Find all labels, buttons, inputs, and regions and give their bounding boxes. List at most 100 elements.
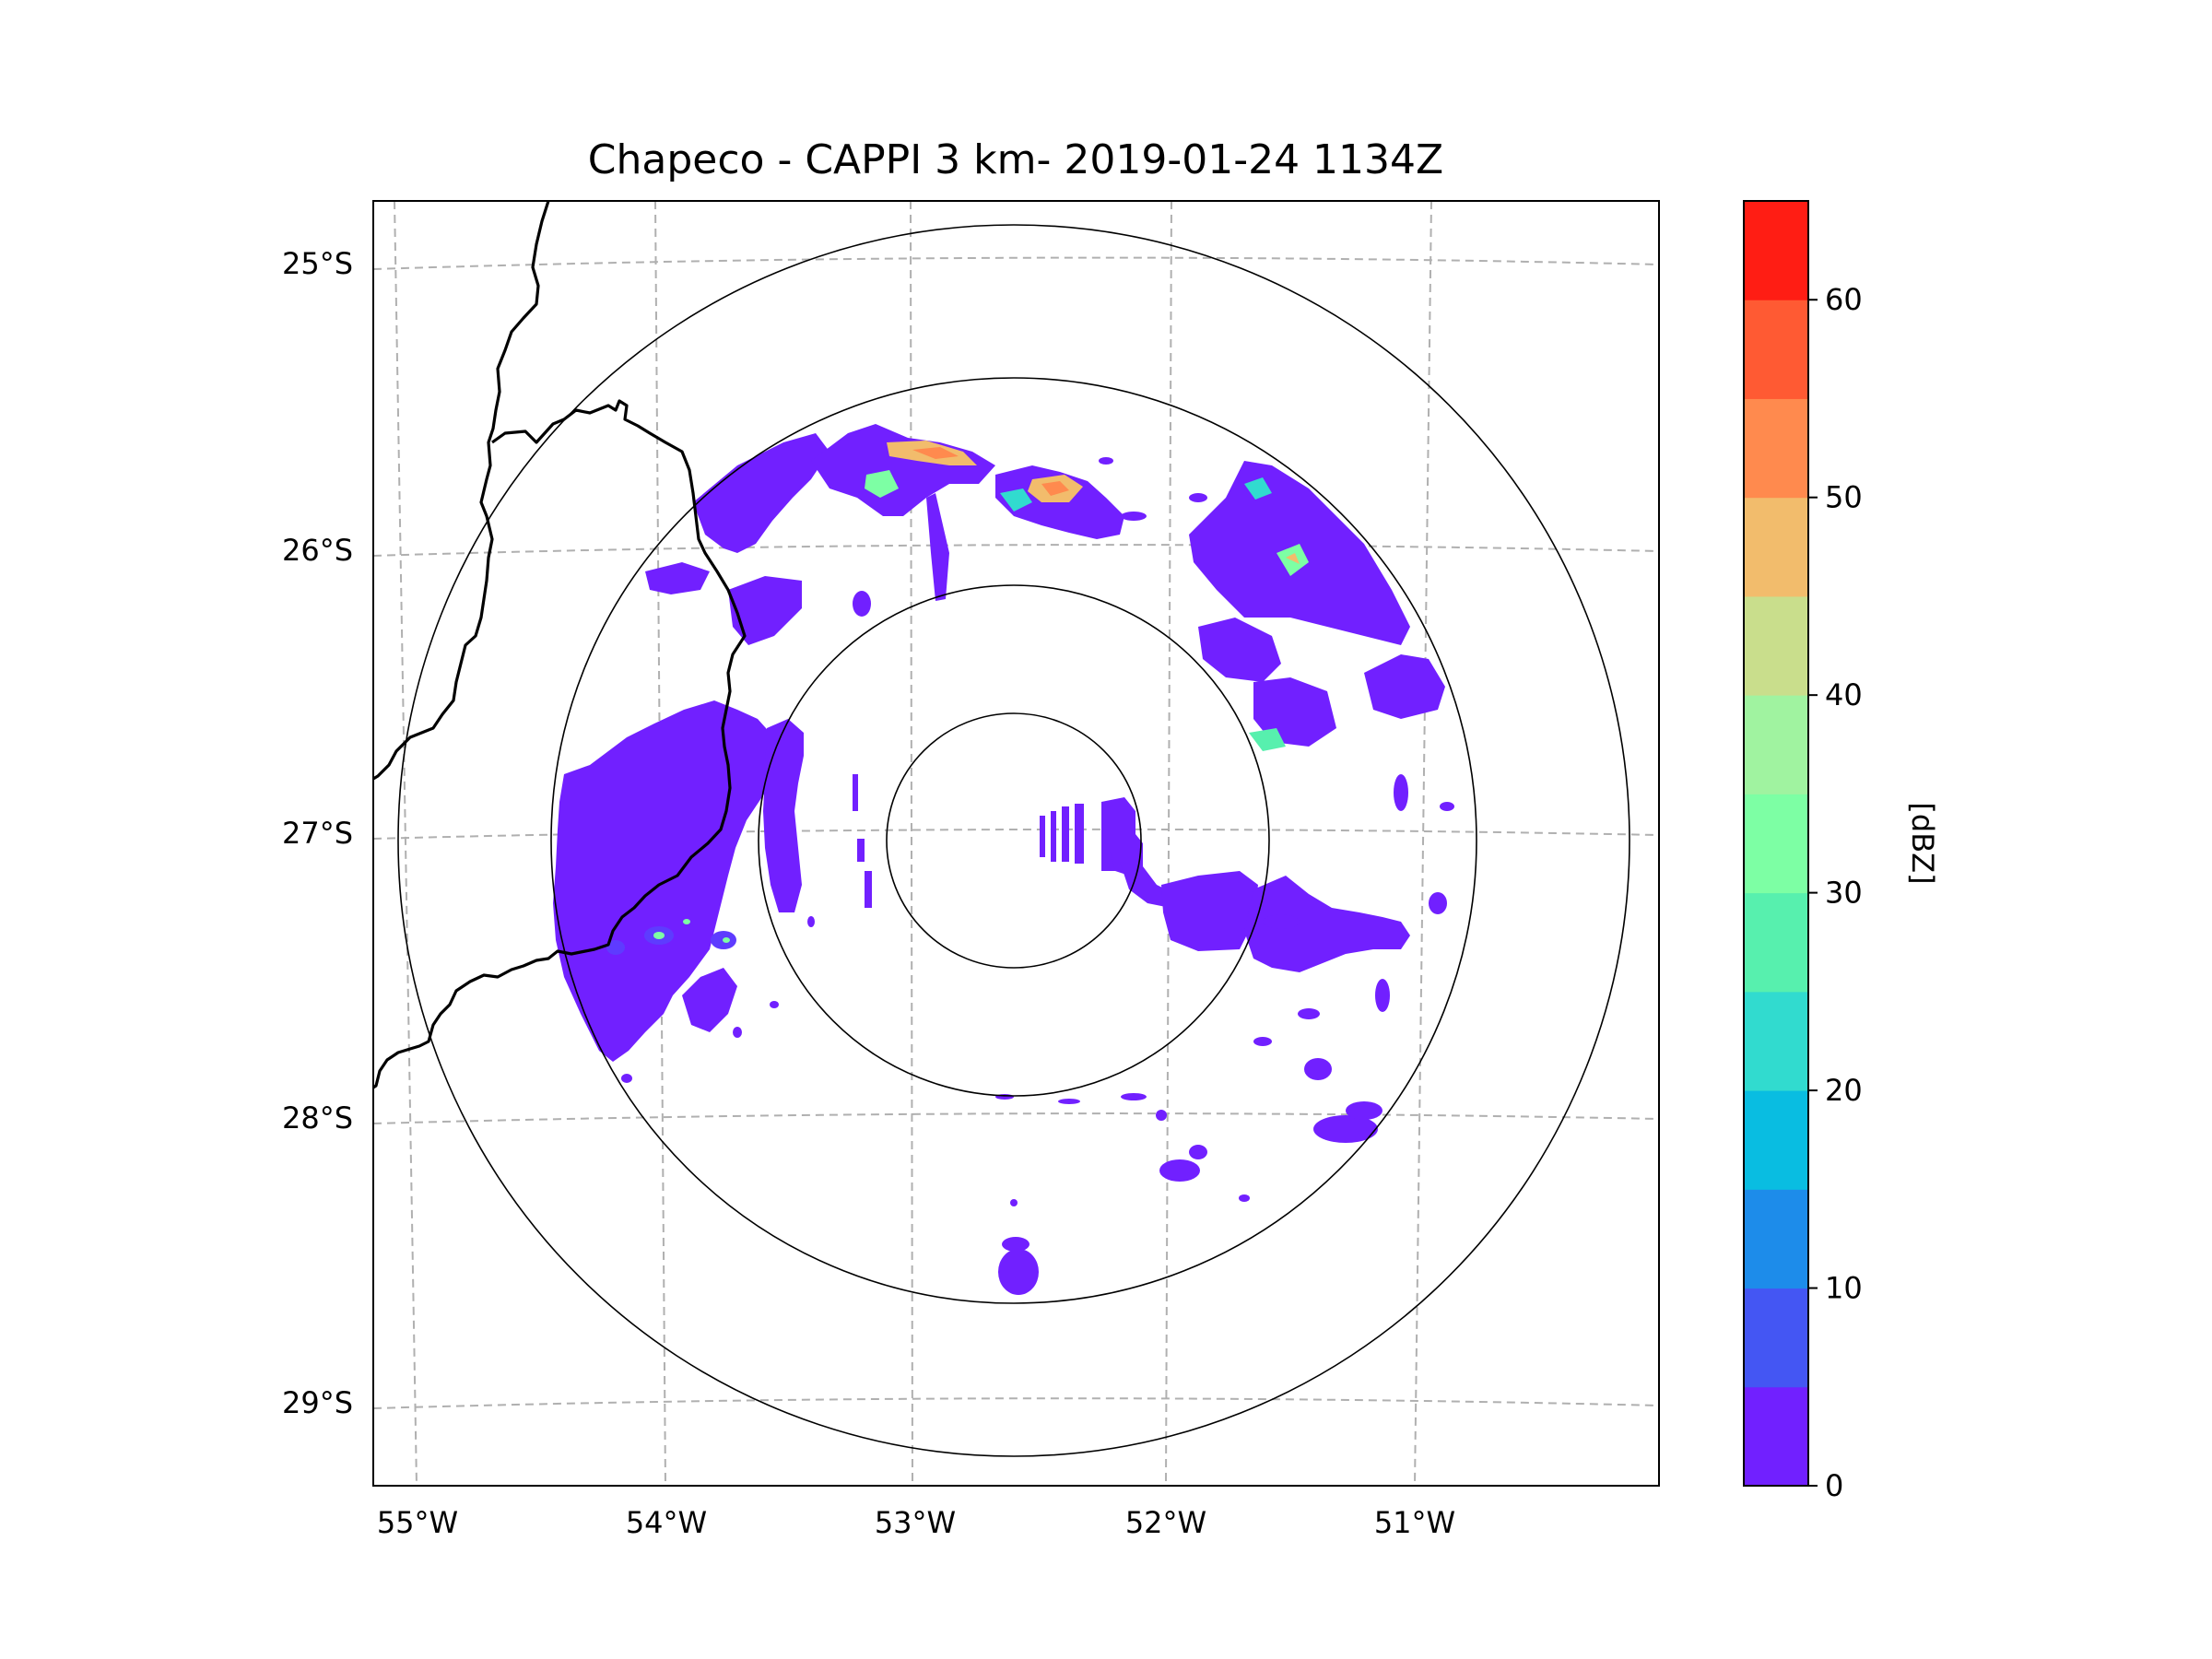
colorbar-tick-label: 20 bbox=[1825, 1073, 1863, 1108]
echo-scatter-5 bbox=[1313, 1115, 1378, 1143]
colorbar-segment bbox=[1744, 595, 1808, 696]
echo-west-strong-1 bbox=[653, 932, 665, 939]
border-argentina-paraguay bbox=[373, 201, 550, 781]
colorbar-tick-label: 40 bbox=[1825, 677, 1863, 712]
echo-scatter-26 bbox=[1189, 493, 1207, 502]
gridline-lat-28 bbox=[373, 1112, 1659, 1124]
gridline-lon-53 bbox=[910, 201, 913, 1486]
map-panel: 55°W 54°W 53°W 52°W 51°W 25°S 26°S 27°S … bbox=[282, 200, 1660, 1540]
echo-scatter-24 bbox=[1099, 457, 1113, 465]
echo-scatter-2 bbox=[1002, 1237, 1030, 1252]
colorbar-segment bbox=[1744, 497, 1808, 597]
colorbar-segment bbox=[1744, 892, 1808, 993]
borders bbox=[373, 201, 747, 1089]
echo-scatter-15 bbox=[1058, 1099, 1080, 1104]
colorbar-segment bbox=[1744, 1090, 1808, 1190]
echo-scatter-6 bbox=[1346, 1101, 1382, 1120]
colorbar-segment bbox=[1744, 1189, 1808, 1289]
echo-west-cell-3 bbox=[606, 940, 625, 955]
colorbar-segment bbox=[1744, 695, 1808, 794]
echo-west-extension bbox=[682, 968, 737, 1032]
colorbar-tick-label: 0 bbox=[1825, 1468, 1843, 1503]
lat-tick-labels: 25°S 26°S 27°S 28°S 29°S bbox=[282, 246, 353, 1420]
gridline-lat-27 bbox=[373, 828, 1659, 840]
echo-scatter-20 bbox=[770, 1001, 779, 1008]
echo-scatter-13 bbox=[1253, 1037, 1272, 1046]
map-frame bbox=[372, 200, 1660, 1487]
echo-scatter-4 bbox=[1189, 1145, 1207, 1159]
colorbar-segment bbox=[1744, 794, 1808, 894]
echo-center-tail bbox=[1120, 862, 1175, 908]
echo-west-strong-cells bbox=[653, 919, 730, 943]
border-misiones bbox=[373, 399, 747, 1089]
echo-north-east-2 bbox=[1198, 618, 1281, 682]
lat-tick-label: 26°S bbox=[282, 533, 353, 568]
lon-tick-label: 52°W bbox=[1125, 1505, 1206, 1540]
lat-tick-label: 28°S bbox=[282, 1100, 353, 1135]
echo-center-arc-2 bbox=[1051, 811, 1056, 862]
echo-north-strong-2 bbox=[912, 447, 959, 459]
colorbar-segment bbox=[1744, 1288, 1808, 1388]
radar-echoes bbox=[553, 424, 1454, 1295]
echo-scatter-9 bbox=[1429, 892, 1447, 914]
colorbar-segment bbox=[1744, 300, 1808, 399]
echo-north-streak bbox=[926, 493, 949, 601]
echo-north-strong-6 bbox=[1000, 488, 1032, 512]
gridline-lon-55 bbox=[394, 201, 418, 1486]
colorbar-tick-label: 30 bbox=[1825, 876, 1863, 911]
colorbar-label: [dBZ] bbox=[1905, 802, 1940, 884]
lat-tick-label: 27°S bbox=[282, 816, 353, 851]
echo-center-arc-3 bbox=[1062, 806, 1069, 862]
echo-center-arc-8 bbox=[865, 871, 872, 908]
lat-tick-label: 29°S bbox=[282, 1385, 353, 1420]
echo-scatter-11 bbox=[1440, 802, 1454, 811]
colorbar-frame bbox=[1743, 200, 1809, 1487]
echo-north-west bbox=[693, 433, 830, 553]
echo-east-main-2 bbox=[1244, 876, 1410, 972]
echo-scatter-18 bbox=[733, 1027, 742, 1038]
echo-north-central bbox=[811, 424, 995, 516]
range-ring-4 bbox=[397, 224, 1630, 1457]
echo-scatter-28 bbox=[807, 916, 815, 927]
echo-north-strong-9 bbox=[1249, 728, 1286, 751]
echo-scattered bbox=[621, 457, 1454, 1295]
echo-scatter-12 bbox=[1298, 1008, 1320, 1019]
echo-center-arc-6 bbox=[853, 774, 858, 811]
colorbar-tick-label: 60 bbox=[1825, 282, 1863, 317]
colorbar-segment bbox=[1744, 991, 1808, 1091]
lon-tick-labels: 55°W 54°W 53°W 52°W 51°W bbox=[377, 1505, 1455, 1540]
echo-scatter-14 bbox=[1121, 1093, 1147, 1100]
colorbar-segment bbox=[1744, 398, 1808, 499]
colorbar-ticks: 0 10 20 30 40 50 60 bbox=[1808, 282, 1863, 1503]
echo-north-strong-5 bbox=[865, 470, 899, 498]
gridline-lat-29 bbox=[373, 1397, 1659, 1409]
echo-scatter-8 bbox=[1375, 979, 1390, 1012]
echo-scatter-10 bbox=[1394, 774, 1408, 811]
echo-west-arc bbox=[763, 719, 804, 912]
echo-east-band bbox=[1364, 654, 1445, 719]
echo-scatter-21 bbox=[1239, 1194, 1250, 1202]
lon-tick-label: 55°W bbox=[377, 1505, 458, 1540]
echo-north-west-2 bbox=[645, 562, 710, 594]
echo-west-strong-3 bbox=[723, 937, 730, 943]
chart-title: Chapeco - CAPPI 3 km- 2019-01-24 1134Z bbox=[588, 136, 1443, 183]
echo-center-core bbox=[1101, 797, 1143, 876]
gridline-lon-52 bbox=[1165, 201, 1172, 1486]
echo-scatter-23 bbox=[853, 591, 871, 617]
echo-north-strong-10 bbox=[1244, 477, 1272, 500]
lon-tick-label: 53°W bbox=[875, 1505, 956, 1540]
echo-scatter-25 bbox=[1121, 512, 1147, 521]
echo-north-strong-4 bbox=[1041, 481, 1069, 496]
lon-tick-label: 54°W bbox=[626, 1505, 707, 1540]
colorbar-tick-label: 50 bbox=[1825, 480, 1863, 515]
echo-center-arc-1 bbox=[1040, 816, 1045, 857]
lon-tick-label: 51°W bbox=[1374, 1505, 1455, 1540]
echo-north-west-3 bbox=[728, 576, 802, 645]
echo-scatter-17 bbox=[1156, 1110, 1167, 1121]
echo-north-strong-cells bbox=[865, 441, 1309, 751]
echo-scatter-7 bbox=[1304, 1058, 1332, 1080]
echo-scatter-19 bbox=[621, 1074, 632, 1083]
range-ring-3 bbox=[550, 377, 1477, 1304]
echo-scatter-22 bbox=[1010, 1199, 1018, 1206]
